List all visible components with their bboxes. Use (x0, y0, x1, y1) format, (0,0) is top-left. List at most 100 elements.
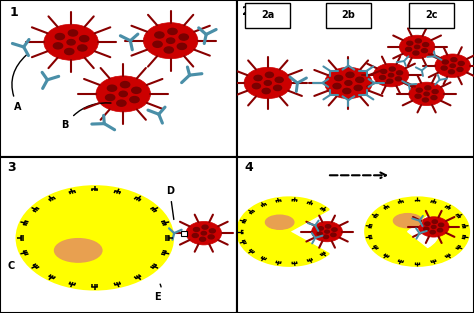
Text: 2: 2 (242, 5, 250, 18)
Circle shape (381, 69, 387, 74)
Circle shape (380, 75, 385, 80)
Circle shape (415, 94, 421, 98)
Circle shape (425, 86, 431, 90)
Circle shape (168, 28, 177, 34)
Circle shape (155, 32, 164, 38)
Circle shape (413, 51, 419, 55)
Circle shape (432, 90, 438, 94)
Circle shape (80, 36, 89, 42)
Circle shape (164, 47, 173, 53)
Circle shape (407, 41, 413, 45)
Circle shape (414, 45, 420, 49)
Circle shape (166, 38, 175, 44)
Circle shape (200, 237, 206, 241)
Circle shape (399, 35, 435, 59)
Text: B: B (62, 103, 111, 130)
Circle shape (416, 88, 422, 92)
Circle shape (311, 222, 342, 242)
Circle shape (343, 88, 351, 94)
Circle shape (421, 49, 428, 53)
Circle shape (354, 85, 362, 90)
Circle shape (210, 229, 215, 233)
Text: 1: 1 (9, 6, 18, 19)
Circle shape (406, 47, 411, 51)
Circle shape (254, 75, 262, 81)
Ellipse shape (55, 239, 102, 262)
Circle shape (415, 39, 421, 43)
Circle shape (119, 91, 128, 97)
Circle shape (193, 228, 200, 232)
Circle shape (395, 77, 401, 81)
Circle shape (345, 80, 352, 85)
Circle shape (326, 225, 331, 228)
Circle shape (325, 230, 329, 233)
Circle shape (451, 58, 457, 62)
Circle shape (252, 83, 260, 89)
Circle shape (55, 33, 64, 40)
Circle shape (409, 82, 444, 106)
Circle shape (17, 186, 173, 290)
Circle shape (424, 92, 429, 96)
Circle shape (264, 80, 271, 85)
FancyBboxPatch shape (326, 3, 371, 28)
Circle shape (323, 235, 328, 239)
Circle shape (435, 54, 470, 78)
Circle shape (117, 100, 126, 106)
Circle shape (374, 63, 409, 87)
Circle shape (333, 83, 341, 89)
Circle shape (192, 233, 198, 238)
Circle shape (365, 197, 469, 266)
Circle shape (202, 225, 208, 229)
Circle shape (388, 73, 394, 77)
Circle shape (275, 77, 283, 83)
Circle shape (438, 228, 443, 232)
FancyBboxPatch shape (181, 231, 187, 235)
Circle shape (201, 231, 207, 235)
Circle shape (325, 67, 372, 99)
Circle shape (96, 76, 151, 112)
Circle shape (179, 34, 188, 40)
Circle shape (64, 49, 74, 54)
Circle shape (424, 227, 429, 231)
Circle shape (450, 64, 456, 68)
Circle shape (44, 24, 98, 60)
Circle shape (153, 41, 162, 47)
Circle shape (356, 77, 364, 83)
Circle shape (244, 67, 292, 99)
Circle shape (442, 60, 448, 64)
Circle shape (331, 233, 336, 237)
Text: E: E (154, 284, 161, 302)
Circle shape (335, 75, 343, 81)
Circle shape (389, 67, 395, 71)
Circle shape (438, 223, 444, 227)
Circle shape (177, 43, 186, 49)
Circle shape (68, 30, 78, 36)
FancyBboxPatch shape (409, 3, 454, 28)
Circle shape (273, 85, 282, 90)
Ellipse shape (393, 213, 422, 228)
Circle shape (423, 43, 428, 47)
Circle shape (130, 96, 139, 103)
Text: 2b: 2b (341, 10, 356, 20)
Circle shape (132, 87, 141, 93)
Circle shape (186, 222, 221, 245)
Circle shape (448, 70, 455, 74)
Circle shape (78, 45, 87, 51)
Circle shape (143, 23, 198, 59)
Text: D: D (166, 186, 174, 219)
Circle shape (457, 67, 463, 71)
Circle shape (425, 222, 430, 225)
Circle shape (208, 235, 214, 239)
Circle shape (419, 217, 449, 237)
Circle shape (120, 82, 130, 88)
Circle shape (265, 72, 273, 78)
Wedge shape (408, 216, 439, 248)
Circle shape (422, 98, 428, 102)
Circle shape (332, 228, 337, 231)
Ellipse shape (265, 215, 294, 229)
Circle shape (106, 95, 115, 100)
Circle shape (431, 95, 437, 100)
Circle shape (430, 230, 435, 234)
Circle shape (262, 88, 270, 94)
FancyBboxPatch shape (246, 3, 290, 28)
